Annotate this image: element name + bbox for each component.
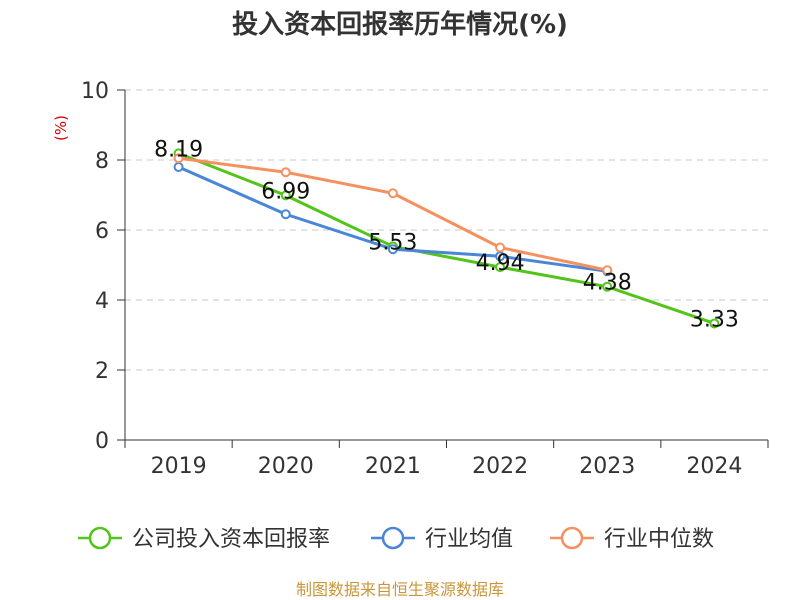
- y-tick-label: 6: [95, 219, 109, 244]
- legend-label-2: 行业中位数: [604, 527, 714, 552]
- series-lines: [173, 148, 720, 329]
- x-tick-label: 2022: [472, 454, 528, 479]
- legend: 公司投入资本回报率 行业均值 行业中位数: [78, 526, 714, 552]
- series-line-0: [178, 151, 715, 325]
- data-point: [709, 318, 720, 329]
- data-label: 3.33: [690, 307, 739, 332]
- y-axis-label: (%): [52, 115, 70, 141]
- data-label: 8.19: [154, 137, 203, 162]
- data-point: [173, 153, 184, 164]
- data-point: [387, 188, 398, 199]
- chart-title: 投入资本回报率历年情况(%): [232, 9, 568, 40]
- x-tick-label: 2024: [686, 454, 742, 479]
- y-tick-label: 4: [95, 289, 109, 314]
- legend-marker-0: [88, 526, 112, 550]
- legend-label-1: 行业均值: [425, 527, 513, 552]
- legend-label-0: 公司投入资本回报率: [132, 527, 330, 552]
- data-label: 6.99: [261, 179, 310, 204]
- data-source-note: 制图数据来自恒生聚源数据库: [296, 580, 504, 599]
- x-tick-label: 2020: [258, 454, 314, 479]
- data-point: [602, 265, 613, 276]
- data-labels: 8.19 6.99 5.53 4.94 4.38 3.33: [154, 137, 739, 332]
- y-tick-label: 0: [95, 429, 109, 454]
- data-point: [280, 209, 291, 220]
- x-tick-label: 2023: [579, 454, 635, 479]
- y-tick-label: 8: [95, 149, 109, 174]
- gridlines: [125, 89, 768, 371]
- data-label: 4.94: [476, 251, 525, 276]
- data-point: [280, 167, 291, 178]
- axes: 0 2 4 6 8 10 2019 2020 2021 2022 2023 2024: [81, 79, 769, 479]
- data-point: [602, 281, 613, 292]
- data-point: [173, 162, 184, 172]
- data-point: [387, 244, 398, 255]
- data-label: 5.53: [368, 230, 417, 255]
- legend-marker-1: [381, 526, 405, 550]
- y-tick-label: 2: [95, 359, 109, 384]
- data-label: 4.38: [583, 271, 632, 296]
- legend-marker-2: [560, 526, 584, 550]
- data-point: [495, 262, 506, 273]
- data-point: [495, 242, 506, 253]
- x-tick-label: 2019: [151, 454, 207, 479]
- x-tick-label: 2021: [365, 454, 421, 479]
- data-point: [280, 190, 291, 201]
- y-tick-label: 10: [81, 79, 109, 104]
